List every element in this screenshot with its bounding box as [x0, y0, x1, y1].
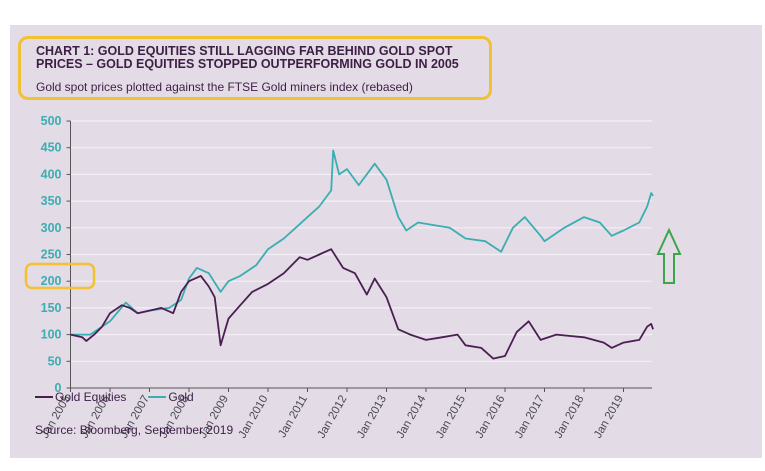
gold-line [70, 149, 654, 336]
x-tick-label: Jan 2015 [434, 394, 468, 441]
y-tick-label: 350 [41, 194, 62, 208]
title-highlight-box [18, 36, 492, 100]
start-highlight-box [24, 262, 96, 290]
y-tick-label: 0 [55, 381, 62, 395]
x-tick-label: Jan 2014 [395, 393, 429, 441]
y-tick-label: 50 [48, 354, 62, 368]
legend-swatch [148, 396, 167, 398]
x-tick-label: Jan 2011 [276, 394, 310, 440]
chart-subtitle: Gold spot prices plotted against the FTS… [36, 80, 413, 94]
legend: Gold Equities Gold [35, 390, 194, 404]
gold-equities-line [70, 248, 654, 360]
legend-item-gold: Gold [148, 390, 194, 404]
legend-item-equities: Gold Equities [35, 390, 126, 404]
y-tick-label: 250 [41, 248, 62, 262]
x-tick-label: Jan 2019 [592, 394, 626, 441]
x-tick-label: Jan 2018 [553, 394, 587, 441]
x-tick-label: Jan 2017 [513, 394, 547, 441]
up-arrow-icon [656, 227, 682, 284]
y-tick-label: 100 [41, 328, 62, 342]
y-tick-label: 400 [41, 167, 62, 181]
source-note: Source: Bloomberg, September 2019 [35, 423, 234, 437]
y-tick-label: 450 [41, 141, 62, 155]
x-tick-label: Jan 2010 [237, 394, 271, 441]
x-tick-label: Jan 2012 [316, 394, 350, 441]
legend-swatch [35, 396, 53, 398]
chart-title: CHART 1: GOLD EQUITIES STILL LAGGING FAR… [36, 44, 459, 71]
y-tick-label: 300 [41, 221, 62, 235]
y-tick-label: 150 [41, 301, 62, 315]
y-tick-label: 500 [41, 114, 62, 128]
x-tick-label: Jan 2016 [474, 394, 508, 441]
x-tick-label: Jan 2013 [355, 394, 389, 441]
legend-label: Gold [168, 390, 194, 404]
legend-label: Gold Equities [55, 390, 127, 404]
y-tick-label: 200 [41, 274, 62, 288]
